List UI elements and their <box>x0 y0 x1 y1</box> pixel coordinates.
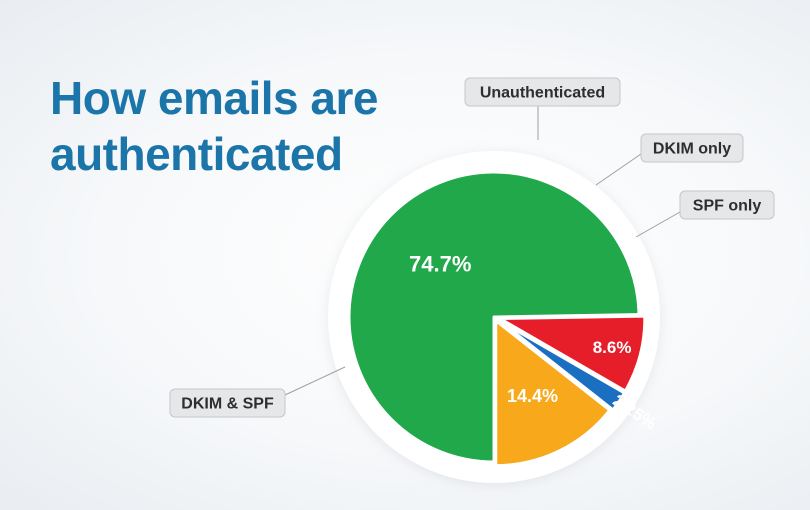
callouts-layer: DKIM & SPF Unauthenticated DKIM only SPF on… <box>169 77 775 418</box>
legend-callout-label: Unauthenticated <box>480 85 605 102</box>
legend-callout: DKIM & SPF <box>169 388 286 418</box>
slices-layer <box>347 170 647 468</box>
callout-leader-line <box>635 211 681 238</box>
slice-value-label: 14.4% <box>507 386 558 406</box>
pie-slice-dkim-spf <box>347 170 641 464</box>
legend-callout-box <box>464 77 621 107</box>
slice-value-label: 8.6% <box>593 338 632 357</box>
legend-callout: DKIM only <box>640 133 744 163</box>
slice-value-label: 74.7% <box>409 252 471 277</box>
legend-callout: SPF only <box>679 190 775 220</box>
pie-slice-spf-only <box>494 319 612 468</box>
legend-callout-label: SPF only <box>693 198 762 215</box>
callout-leader-line <box>284 366 346 396</box>
callout-leader-line <box>595 153 642 186</box>
leaders-layer <box>284 106 681 396</box>
legend-callout-label: DKIM only <box>653 141 731 158</box>
legend-callout: Unauthenticated <box>464 77 621 107</box>
legend-callout-box <box>679 190 775 220</box>
legend-callout-label: DKIM & SPF <box>181 396 274 413</box>
pie-slice-unauthenticated <box>498 314 647 393</box>
chart-title: How emails are authenticated <box>50 72 378 180</box>
legend-callout-box <box>169 388 286 418</box>
legend-callout-box <box>640 133 744 163</box>
pie-slice-dkim-only <box>497 318 627 412</box>
